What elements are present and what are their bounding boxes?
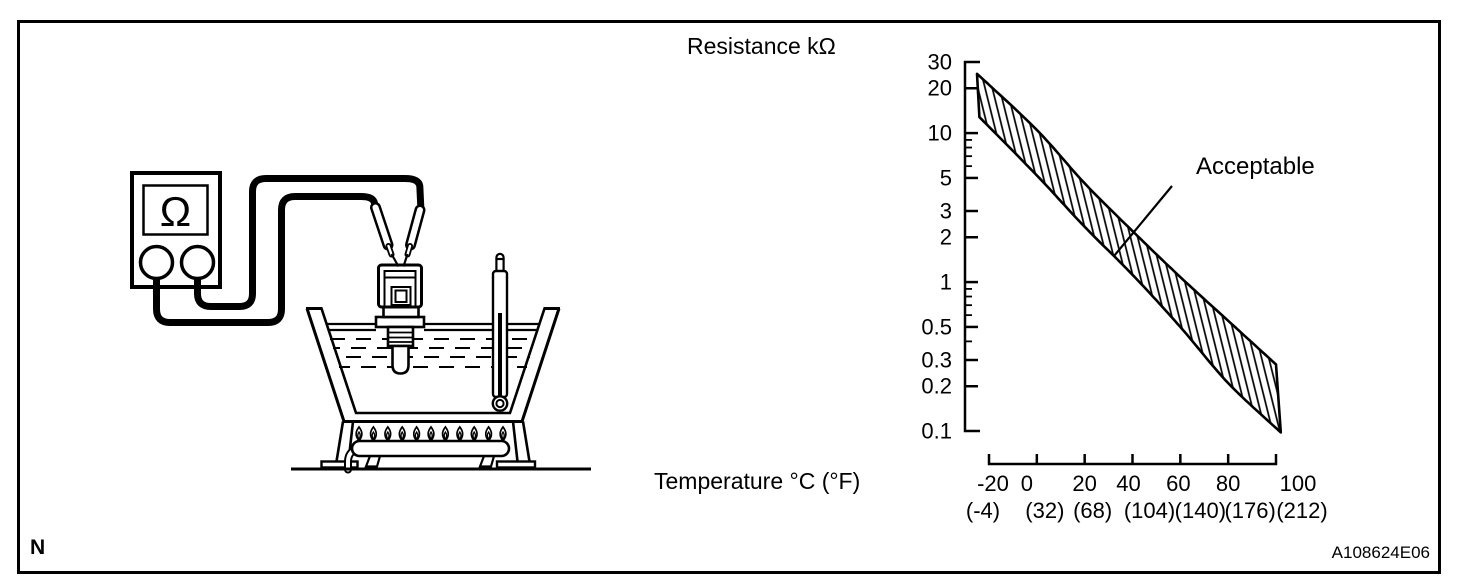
x-tick-label-fahrenheit: (68)	[1073, 498, 1112, 523]
y-tick-label: 0.2	[921, 374, 952, 399]
x-tick-label-celsius: 60	[1166, 471, 1190, 496]
band-leader-line	[1113, 185, 1173, 257]
y-tick-label: 1	[940, 270, 952, 295]
x-tick-label-fahrenheit: (140)	[1175, 498, 1226, 523]
ohm-symbol: Ω	[160, 188, 191, 235]
test-lead-wire-right	[194, 175, 425, 310]
figure-code: A108624E06	[1331, 543, 1430, 562]
temperature-sensor	[374, 263, 426, 375]
sensor-hex-flange	[374, 315, 426, 329]
burner-leg-right	[478, 454, 496, 468]
x-tick-label-celsius: -20	[977, 471, 1009, 496]
test-lead-wire-left	[153, 193, 380, 326]
x-tick-label-fahrenheit: (-4)	[966, 498, 1000, 523]
y-tick-label: 0.3	[921, 348, 952, 373]
x-tick-label-celsius: 0	[1021, 471, 1033, 496]
test-leads	[153, 175, 425, 326]
x-tick-label-fahrenheit: (32)	[1025, 498, 1064, 523]
thermometer	[491, 252, 509, 412]
meter-terminal-left	[138, 244, 175, 281]
x-tick-label-fahrenheit: (176)	[1224, 498, 1275, 523]
burner-tube	[350, 439, 511, 458]
ohmmeter: Ω	[130, 171, 222, 289]
x-axis: -20(-4) 0(32) 20(68)40(104)60(140)80(176)1…	[966, 454, 1328, 523]
y-tick-label: 0.1	[921, 419, 952, 444]
band-label: Acceptable	[1196, 153, 1315, 180]
water-basin	[305, 307, 561, 423]
x-tick-label-celsius: 40	[1116, 471, 1140, 496]
test-probes	[370, 202, 426, 268]
x-tick-label-fahrenheit: (104)	[1124, 498, 1175, 523]
ohmmeter-display	[142, 184, 209, 236]
sensor-terminal	[390, 286, 412, 306]
probe-needle-left	[390, 253, 400, 268]
burner-flames	[355, 426, 507, 442]
thermometer-bulb	[491, 395, 509, 412]
y-tick-label: 2	[940, 225, 952, 250]
x-tick-label-fahrenheit: (212)	[1276, 498, 1327, 523]
test-setup-diagram: Ω	[130, 171, 591, 474]
acceptable-band	[975, 72, 1283, 434]
water-surface	[326, 322, 540, 332]
x-tick-label-celsius: 20	[1072, 471, 1096, 496]
y-tick-label: 0.5	[921, 314, 952, 339]
x-tick-label-celsius: 100	[1280, 471, 1317, 496]
stand-foot-right	[495, 460, 537, 469]
y-tick-label: 5	[940, 165, 952, 190]
x-axis-title: Temperature °C (°F)	[654, 468, 861, 494]
sensor-threads	[386, 325, 415, 348]
stand-foot-left	[320, 460, 359, 469]
probe-needle-right	[402, 253, 409, 267]
y-tick-label: 20	[928, 76, 952, 101]
meter-terminal-right	[179, 244, 216, 281]
y-axis-title: Resistance kΩ	[687, 33, 836, 59]
y-tick-label: 10	[928, 121, 952, 146]
y-tick-label: 3	[940, 199, 952, 224]
frame-label: N	[30, 536, 46, 559]
x-tick-label-celsius: 80	[1216, 471, 1240, 496]
burner-leg-left	[364, 454, 382, 468]
figure-frame-border	[17, 20, 1441, 574]
burner	[291, 421, 591, 474]
sensor-tip	[391, 344, 410, 375]
y-tick-label: 30	[928, 50, 952, 75]
